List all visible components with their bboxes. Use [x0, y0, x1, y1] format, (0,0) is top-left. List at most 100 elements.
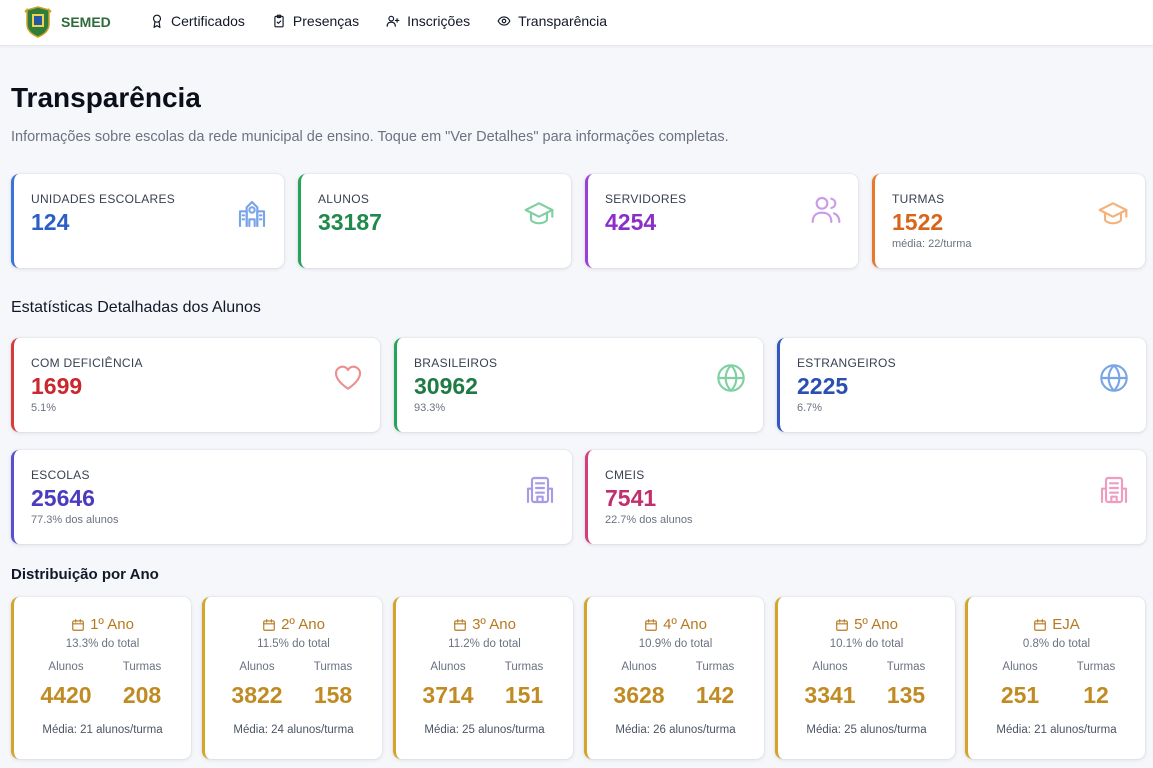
year-card: 4º Ano 10.9% do total Alunos Turmas 3628 142 M… [584, 597, 764, 759]
turmas-label: Turmas [489, 661, 559, 673]
year-percent: 11.2% do total [396, 638, 573, 650]
year-card: 5º Ano 10.1% do total Alunos Turmas 3341 135 M… [775, 597, 955, 759]
alunos-value: 3714 [413, 682, 483, 709]
year-header: 4º Ano [587, 616, 764, 633]
turmas-value: 12 [1061, 682, 1131, 709]
year-header: 1º Ano [14, 616, 191, 633]
card-value: 30962 [414, 373, 478, 400]
main-nav: Certificados Presenças Inscrições Transp… [150, 13, 634, 29]
card-value: 2225 [797, 373, 848, 400]
school-icon [236, 198, 268, 230]
card-escolas: ESCOLAS 25646 77.3% dos alunos [11, 450, 572, 544]
card-value: 1522 [892, 209, 943, 236]
brand-name[interactable]: SEMED [61, 14, 111, 30]
building-icon [524, 474, 556, 506]
nav-certificados-label: Certificados [171, 13, 245, 29]
heart-icon [332, 362, 364, 394]
turmas-value: 208 [107, 682, 177, 709]
year-average: Média: 21 alunos/turma [968, 724, 1145, 736]
alunos-value: 251 [985, 682, 1055, 709]
card-value: 33187 [318, 209, 382, 236]
page-title: Transparência [11, 82, 201, 114]
building-icon [1098, 474, 1130, 506]
calendar-icon [71, 618, 85, 632]
stats-section-title: Estatísticas Detalhadas dos Alunos [11, 299, 261, 317]
card-note: 77.3% dos alunos [31, 514, 118, 526]
year-header: 3º Ano [396, 616, 573, 633]
year-average: Média: 25 alunos/turma [396, 724, 573, 736]
year-card: 3º Ano 11.2% do total Alunos Turmas 3714 151 M… [393, 597, 573, 759]
card-note: 22.7% dos alunos [605, 514, 692, 526]
card-brasileiros: BRASILEIROS 30962 93.3% [394, 338, 763, 432]
dist-section-title: Distribuição por Ano [11, 566, 159, 583]
card-label: CMEIS [605, 468, 645, 482]
graduation-cap-icon [1097, 198, 1129, 230]
alunos-label: Alunos [795, 661, 865, 673]
card-note: 5.1% [31, 402, 56, 414]
nav-inscricoes[interactable]: Inscrições [386, 13, 470, 29]
card-servidores: SERVIDORES 4254 [585, 174, 858, 268]
year-header: 2º Ano [205, 616, 382, 633]
nav-transparencia[interactable]: Transparência [497, 13, 607, 29]
year-header: 5º Ano [778, 616, 955, 633]
year-average: Média: 21 alunos/turma [14, 724, 191, 736]
eye-icon [497, 14, 511, 28]
award-icon [150, 14, 164, 28]
semed-logo[interactable] [24, 6, 52, 38]
turmas-value: 158 [298, 682, 368, 709]
year-name: 4º Ano [663, 616, 707, 633]
year-header: EJA [968, 616, 1145, 633]
nav-inscricoes-label: Inscrições [407, 13, 470, 29]
card-note: 93.3% [414, 402, 445, 414]
calendar-icon [453, 618, 467, 632]
card-com-deficiencia: COM DEFICIÊNCIA 1699 5.1% [11, 338, 380, 432]
calendar-icon [262, 618, 276, 632]
nav-presencas-label: Presenças [293, 13, 359, 29]
alunos-value: 3341 [795, 682, 865, 709]
card-cmeis: CMEIS 7541 22.7% dos alunos [585, 450, 1146, 544]
graduation-cap-icon [523, 198, 555, 230]
year-name: 3º Ano [472, 616, 516, 633]
card-value: 7541 [605, 485, 656, 512]
year-percent: 11.5% do total [205, 638, 382, 650]
nav-presencas[interactable]: Presenças [272, 13, 359, 29]
turmas-label: Turmas [107, 661, 177, 673]
year-card: EJA 0.8% do total Alunos Turmas 251 12 Média: … [965, 597, 1145, 759]
turmas-value: 135 [871, 682, 941, 709]
calendar-icon [644, 618, 658, 632]
alunos-label: Alunos [413, 661, 483, 673]
card-label: SERVIDORES [605, 192, 686, 206]
nav-transparencia-label: Transparência [518, 13, 607, 29]
page-subtitle: Informações sobre escolas da rede munici… [11, 129, 729, 145]
alunos-value: 3628 [604, 682, 674, 709]
alunos-value: 4420 [31, 682, 101, 709]
card-alunos: ALUNOS 33187 [298, 174, 571, 268]
year-name: 5º Ano [854, 616, 898, 633]
card-turmas: TURMAS 1522 média: 22/turma [872, 174, 1145, 268]
alunos-label: Alunos [31, 661, 101, 673]
turmas-value: 142 [680, 682, 750, 709]
year-average: Média: 24 alunos/turma [205, 724, 382, 736]
card-value: 124 [31, 209, 69, 236]
globe-icon [715, 362, 747, 394]
turmas-label: Turmas [680, 661, 750, 673]
turmas-label: Turmas [871, 661, 941, 673]
card-label: ESTRANGEIROS [797, 356, 896, 370]
year-card: 1º Ano 13.3% do total Alunos Turmas 4420 208 M… [11, 597, 191, 759]
turmas-label: Turmas [298, 661, 368, 673]
globe-icon [1098, 362, 1130, 394]
card-note: 6.7% [797, 402, 822, 414]
user-plus-icon [386, 14, 400, 28]
card-label: ALUNOS [318, 192, 369, 206]
year-name: 1º Ano [90, 616, 134, 633]
card-label: COM DEFICIÊNCIA [31, 356, 143, 370]
year-percent: 10.9% do total [587, 638, 764, 650]
card-label: UNIDADES ESCOLARES [31, 192, 175, 206]
card-note: média: 22/turma [892, 238, 971, 250]
calendar-icon [1033, 618, 1047, 632]
card-estrangeiros: ESTRANGEIROS 2225 6.7% [777, 338, 1146, 432]
nav-certificados[interactable]: Certificados [150, 13, 245, 29]
alunos-value: 3822 [222, 682, 292, 709]
turmas-label: Turmas [1061, 661, 1131, 673]
alunos-label: Alunos [222, 661, 292, 673]
